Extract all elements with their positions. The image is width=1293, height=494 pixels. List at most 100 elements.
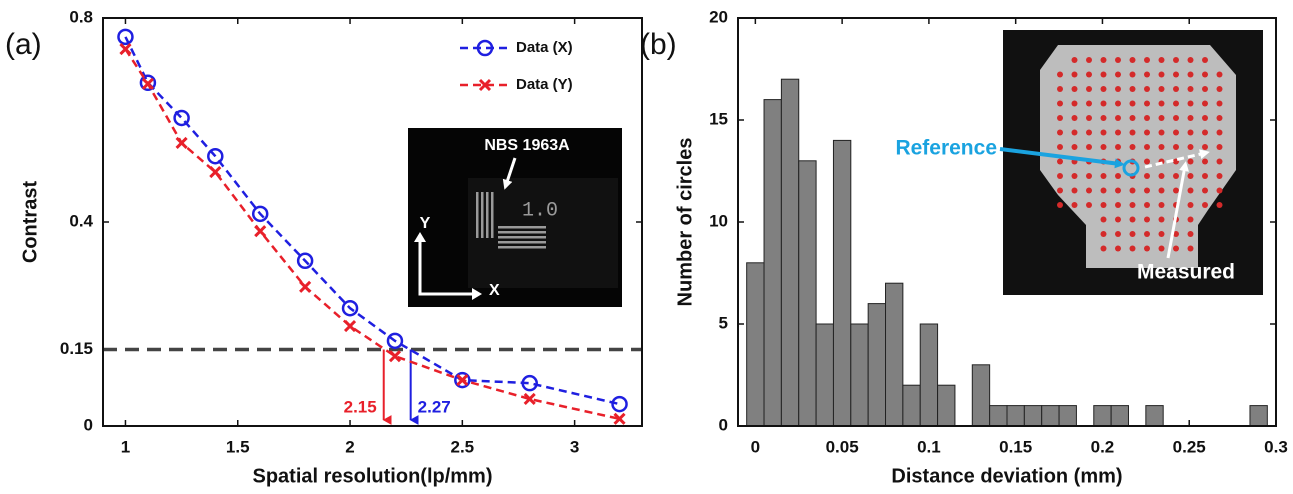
inset-dot — [1144, 57, 1150, 63]
inset-dot — [1216, 86, 1223, 92]
inset-dot — [1187, 202, 1194, 208]
inset-dot — [1071, 173, 1078, 179]
inset-dot — [1173, 144, 1179, 150]
inset-dot — [1173, 245, 1179, 252]
inset-dot — [1129, 57, 1136, 63]
inset-dot — [1057, 71, 1063, 78]
data-point — [343, 319, 357, 333]
inset-dot — [1086, 129, 1092, 136]
inset-dot — [1057, 86, 1063, 92]
inset-dot — [1100, 115, 1107, 121]
histogram-bar — [1249, 405, 1268, 427]
histogram-bar — [867, 303, 887, 427]
inset-arrowhead — [414, 232, 482, 300]
histogram-bar — [815, 323, 834, 427]
inset-dot — [1187, 231, 1194, 237]
y-tick-label: 0.15 — [60, 339, 93, 358]
inset-dot — [1144, 202, 1150, 208]
histogram-bar — [919, 323, 939, 427]
inset-dot — [1129, 216, 1136, 223]
inset-dot — [1158, 187, 1165, 194]
inset-dot — [1071, 187, 1078, 194]
x-tick-label: 3 — [570, 437, 579, 456]
inset-dot — [1115, 202, 1121, 208]
inset-dot — [1144, 216, 1150, 223]
data-point — [388, 350, 402, 363]
inset-bar — [498, 226, 546, 229]
inset-dot — [1144, 187, 1150, 194]
inset-text: Y — [420, 215, 431, 232]
data-point — [456, 374, 469, 387]
data-point — [341, 299, 359, 317]
inset-dot — [1144, 144, 1150, 150]
inset-dot — [1187, 100, 1194, 107]
histogram-bar — [798, 160, 817, 427]
inset-image: NBS 1963A 1.0 Y X — [408, 128, 622, 307]
histogram-bar — [780, 78, 800, 427]
inset-dot — [1115, 144, 1121, 150]
inset-dot — [1158, 231, 1165, 237]
inset-dot — [1057, 115, 1063, 121]
inset-dot — [1115, 231, 1121, 237]
inset-dot — [1173, 71, 1179, 78]
inset-dot — [1071, 115, 1078, 121]
inset-dot — [1216, 144, 1223, 150]
y-axis-label: Contrast — [19, 181, 41, 264]
inset-dot — [1187, 57, 1194, 63]
x-tick-label: 0.2 — [1091, 437, 1115, 456]
data-line — [124, 36, 620, 406]
y-tick-label: 20 — [709, 7, 728, 26]
inset-dot — [1086, 115, 1092, 121]
inset-dot — [1086, 100, 1092, 107]
inset-dot — [1202, 187, 1208, 194]
inset-bar — [491, 192, 494, 238]
panel-label: (a) — [5, 28, 42, 61]
data-point — [454, 371, 471, 389]
inset-dot — [1129, 129, 1136, 136]
inset-dot — [1158, 86, 1165, 92]
inset-dot — [1071, 129, 1078, 136]
histogram-bar — [1110, 405, 1129, 427]
histogram-bar — [1093, 405, 1112, 427]
inset-dot — [1202, 158, 1208, 165]
inset-dot — [1216, 173, 1223, 179]
annotation-label: 2.27 — [418, 397, 451, 416]
x-tick-label: 0.1 — [917, 437, 941, 456]
inset-dot — [1144, 86, 1150, 92]
data-point — [207, 147, 224, 165]
histogram-bar — [1041, 405, 1060, 427]
inset-dot — [1071, 86, 1078, 92]
inset-text: 1.0 — [522, 199, 558, 222]
inset-dot — [1202, 173, 1208, 179]
inset-dot — [1158, 173, 1165, 179]
inset-dot — [1216, 115, 1223, 121]
histogram-bar — [902, 384, 921, 427]
inset-dot — [1202, 57, 1208, 63]
inset-dot — [1115, 71, 1121, 78]
x-tick-label: 2 — [345, 437, 354, 456]
inset-text: Reference — [895, 137, 997, 160]
inset-dot — [1187, 86, 1194, 92]
inset-dot — [1187, 158, 1194, 165]
inset-text: Measured — [1137, 261, 1235, 284]
inset-dot — [1086, 86, 1092, 92]
inset-dot — [1100, 245, 1107, 252]
inset-dot — [1158, 71, 1165, 78]
legend-marker — [478, 78, 492, 92]
data-point — [117, 28, 134, 46]
inset-dot — [1129, 144, 1136, 150]
inset-text: X — [489, 282, 500, 299]
inset-dot — [1100, 216, 1107, 223]
inset-dot — [1158, 115, 1165, 121]
histogram-bar — [746, 262, 765, 427]
inset-dot — [1202, 71, 1208, 78]
inset-dot — [1202, 86, 1208, 92]
histogram-bar — [989, 405, 1008, 427]
inset-dot — [1057, 144, 1063, 150]
inset-dot — [1057, 173, 1063, 179]
inset-dot — [1129, 115, 1136, 121]
inset-dot — [1202, 129, 1208, 136]
histogram-bar — [937, 384, 956, 427]
inset-dot — [1100, 144, 1107, 150]
